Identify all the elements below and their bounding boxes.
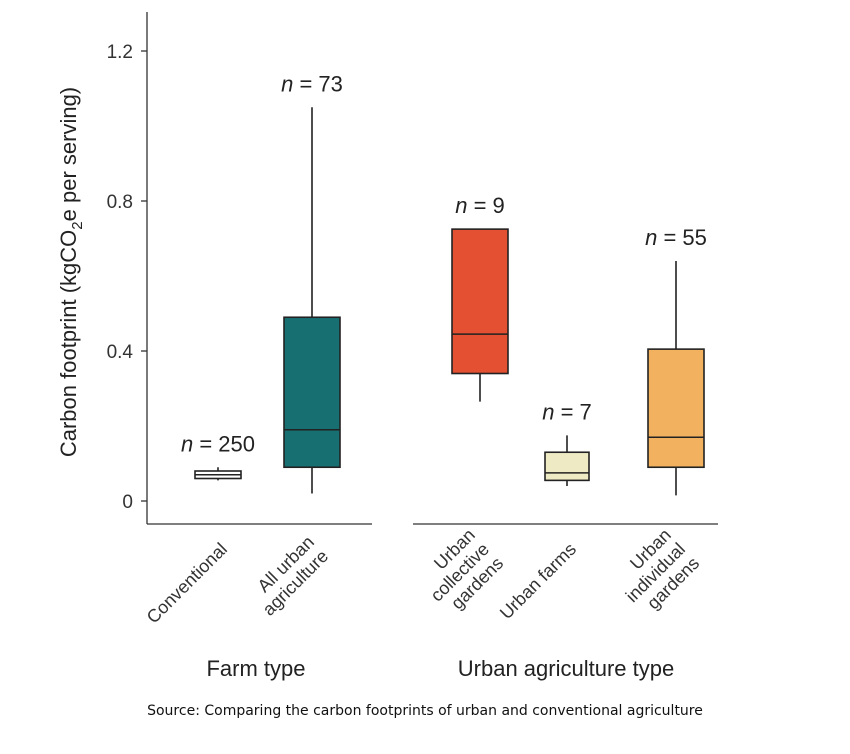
- group-label-2: Urban agriculture type: [458, 656, 674, 681]
- y-tick-label: 1.2: [107, 42, 133, 63]
- n-label-urban-farms: n = 7: [542, 399, 592, 424]
- category-label-conventional: Conventional: [143, 539, 231, 627]
- y-tick-label: 0.8: [107, 192, 133, 213]
- box-urban-collective-gardens: [451, 228, 509, 375]
- n-symbol: n: [645, 225, 657, 250]
- y-tick-label: 0.4: [107, 342, 134, 363]
- n-label-urban-collective-gardens: n = 9: [455, 193, 505, 218]
- n-label-conventional: n = 250: [181, 431, 255, 456]
- category-label-line: Urban farms: [496, 539, 580, 623]
- y-axis-label-part: Carbon footprint (kgCO: [56, 230, 81, 457]
- y-axis-label-subscript: 2: [69, 221, 86, 229]
- n-value: = 9: [467, 193, 504, 218]
- category-label-urban-farms: Urban farms: [496, 539, 580, 623]
- n-label-all-urban-agriculture: n = 73: [281, 71, 343, 96]
- n-value: = 250: [193, 431, 255, 456]
- n-symbol: n: [542, 399, 554, 424]
- y-axis-label: Carbon footprint (kgCO2e per serving): [56, 87, 86, 457]
- n-value: = 7: [554, 399, 591, 424]
- y-axis-label-part: e per serving): [56, 87, 81, 222]
- box-plot-chart: 0 0.4 0.8 1.2 Carbon footprint (kgCO2e per s…: [56, 12, 718, 681]
- n-value: = 55: [657, 225, 707, 250]
- category-label-line: Conventional: [143, 539, 231, 627]
- group-label-1: Farm type: [206, 656, 305, 681]
- category-label-all-urban-agriculture: All urbanagriculture: [244, 532, 332, 620]
- box-urban-farms: [544, 451, 590, 482]
- n-symbol: n: [455, 193, 467, 218]
- category-label-urban-individual-gardens: Urbanindividualgardens: [608, 525, 704, 621]
- n-value: = 73: [293, 71, 343, 96]
- box-urban-individual-gardens: [647, 348, 705, 469]
- category-label-urban-collective-gardens: Urbancollectivegardens: [412, 525, 507, 620]
- n-symbol: n: [281, 71, 293, 96]
- y-tick-label: 0: [122, 492, 133, 513]
- n-label-urban-individual-gardens: n = 55: [645, 225, 707, 250]
- source-caption: Source: Comparing the carbon footprints …: [147, 703, 703, 719]
- box-all-urban-agriculture: [283, 316, 341, 469]
- n-symbol: n: [181, 431, 193, 456]
